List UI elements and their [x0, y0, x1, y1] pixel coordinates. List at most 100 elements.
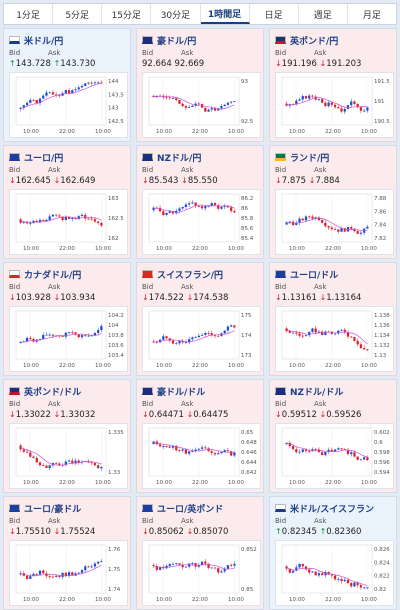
ask-price: 191.203: [326, 59, 362, 69]
currency-card[interactable]: ユーロ/ドル Bid Ask ↓1.13161 ↓1.13164 1.138 1.136 1…: [269, 262, 397, 376]
arrow-down-icon: ↓: [9, 527, 16, 536]
pair-name[interactable]: 英ポンド/円: [290, 36, 339, 47]
pair-name[interactable]: ユーロ/ドル: [290, 270, 339, 281]
pair-name[interactable]: NZドル/ドル: [290, 387, 344, 398]
candle-body: [356, 340, 359, 345]
candlestick-chart[interactable]: 104.2 104 103.8 103.6 103.4 10:00 22:00 10:00: [9, 306, 128, 372]
tab-7[interactable]: 月足: [362, 10, 381, 21]
bid-label: Bid: [9, 166, 21, 174]
arrow-down-icon: ↓: [186, 293, 194, 302]
plot-frame: [15, 427, 107, 477]
moving-average-line: [286, 97, 368, 108]
currency-card[interactable]: NZドル/ドル Bid Ask ↓0.59512 ↓0.59526 0.602 0.6 0.…: [269, 379, 397, 493]
currency-card[interactable]: ユーロ/英ポンド Bid Ask ↓0.85062 ↓0.85070 0.852 0.85…: [136, 496, 264, 610]
pair-name[interactable]: 英ポンド/ドル: [24, 387, 82, 398]
candle-body: [217, 205, 220, 209]
candle-body: [346, 105, 350, 109]
arrow-down-icon: ↓: [53, 176, 61, 185]
candle-body: [175, 563, 178, 565]
currency-card[interactable]: 豪ドル/円 Bid Ask 92.664 92.669 93 92.5 10:00 22:00…: [136, 28, 264, 142]
pair-name[interactable]: ユーロ/円: [24, 153, 64, 164]
tab-0[interactable]: 1分足: [4, 4, 54, 24]
currency-card[interactable]: ユーロ/豪ドル Bid Ask ↓1.75510 ↓1.75524 1.76 1.75 1.…: [3, 496, 131, 610]
moving-average-line: [153, 330, 235, 343]
uk-flag-icon: [275, 36, 286, 44]
currency-card[interactable]: 英ポンド/ドル Bid Ask ↓1.33022 ↓1.33032 1.335 1.33 1…: [3, 379, 131, 493]
candlestick-chart[interactable]: 0.826 0.824 0.822 0.82 10:00 22:00 10:00: [275, 540, 394, 606]
candlestick-chart[interactable]: 1.138 1.136 1.134 1.132 1.13 10:00 22:00 10:00: [275, 306, 394, 372]
pair-name[interactable]: ユーロ/英ポンド: [157, 504, 224, 515]
candle-body: [181, 449, 184, 451]
bid-label: Bid: [142, 517, 154, 525]
moving-average-line: [153, 563, 235, 570]
chart-svg: 163 162.5 162 10:00 22:00 10:00: [15, 193, 124, 252]
candlestick-chart[interactable]: 191.5 191 190.5 10:00 22:00 10:00: [275, 72, 394, 138]
tab-1[interactable]: 5分足: [53, 4, 103, 24]
candlestick-chart[interactable]: 1.335 1.33 10:00 22:00 10:00: [9, 423, 128, 489]
candlestick-chart[interactable]: 0.852 0.85 10:00 22:00 10:00: [142, 540, 261, 606]
pair-name[interactable]: カナダドル/円: [24, 270, 82, 281]
candle-body: [223, 104, 226, 107]
currency-card[interactable]: ユーロ/円 Bid Ask ↓162.645 ↓162.649 163 162.5 162 1…: [3, 145, 131, 259]
pair-name[interactable]: 豪ドル/ドル: [157, 387, 206, 398]
pair-name[interactable]: 米ドル/円: [24, 36, 64, 47]
eu-flag-icon: [9, 153, 20, 161]
candle-body: [226, 565, 230, 569]
currency-card[interactable]: 米ドル/円 Bid Ask ↑143.728 ↑143.730 144 143.5 143 1…: [3, 28, 131, 142]
bid-price: 162.645: [15, 176, 51, 186]
pair-name[interactable]: ユーロ/豪ドル: [24, 504, 82, 515]
card-header: スイスフラン/円: [142, 268, 224, 281]
tab-4[interactable]: 1時間足: [200, 4, 250, 24]
candlestick-chart[interactable]: 1.76 1.75 1.74 10:00 22:00 10:00: [9, 540, 128, 606]
pair-name[interactable]: 豪ドル/円: [157, 36, 197, 47]
candle-body: [74, 460, 77, 464]
pair-name[interactable]: ランド/円: [290, 153, 330, 164]
currency-card[interactable]: 英ポンド/円 Bid Ask ↓191.196 ↓191.203 191.5 191 190…: [269, 28, 397, 142]
currency-card[interactable]: 米ドル/スイスフラン Bid Ask ↑0.82345 ↑0.82360 0.826 0.…: [269, 496, 397, 610]
currency-card[interactable]: スイスフラン/円 Bid Ask ↓174.522 ↓174.538 175 174 173…: [136, 262, 264, 376]
candle-body: [181, 564, 184, 568]
candlestick-chart[interactable]: 93 92.5 10:00 22:00 10:00: [142, 72, 261, 138]
candle-body: [327, 226, 330, 228]
card-header: 米ドル/スイスフラン: [275, 502, 375, 515]
y-tick-label: 7.88: [374, 196, 387, 202]
bid-label: Bid: [275, 517, 287, 525]
candle-body: [165, 212, 168, 216]
tab-6[interactable]: 週足: [299, 4, 348, 24]
ask-label: Ask: [181, 166, 194, 174]
pair-name[interactable]: 米ドル/スイスフラン: [290, 504, 375, 515]
candlestick-chart[interactable]: 144 143.5 143 142.5 10:00 22:00 10:00: [9, 72, 128, 138]
price-labels: Bid Ask: [275, 517, 353, 525]
currency-card[interactable]: カナダドル/円 Bid Ask ↓103.928 ↓103.934 104.2 104 10…: [3, 262, 131, 376]
bid-price: 0.82345: [281, 527, 317, 537]
currency-card[interactable]: NZドル/円 Bid Ask ↓85.543 ↓85.550 86.2 86 85.8 85.…: [136, 145, 264, 259]
tab-5[interactable]: 日足: [250, 4, 299, 24]
tab-3[interactable]: 30分足: [151, 4, 201, 24]
bid-label: Bid: [275, 166, 287, 174]
plot-frame: [15, 310, 107, 360]
pair-name[interactable]: スイスフラン/円: [157, 270, 224, 281]
candlestick-chart[interactable]: 175 174 173 10:00 22:00 10:00: [142, 306, 261, 372]
candle-body: [340, 108, 343, 112]
x-tick-label: 22:00: [192, 597, 208, 603]
ask-label: Ask: [48, 166, 61, 174]
currency-card[interactable]: ランド/円 Bid Ask ↓7.875 ↓7.884 7.88 7.86 7.84 7.82…: [269, 145, 397, 259]
candlestick-chart[interactable]: 86.2 86 85.8 85.6 85.4 10:00 22:00 10:00: [142, 189, 261, 255]
tab-2[interactable]: 15分足: [102, 4, 152, 24]
candle-body: [220, 452, 223, 454]
pair-name[interactable]: NZドル/円: [157, 153, 202, 164]
candle-body: [330, 574, 333, 576]
candle-body: [317, 573, 321, 576]
candle-body: [87, 335, 90, 337]
candle-body: [155, 341, 158, 343]
candlestick-chart[interactable]: 0.602 0.6 0.598 0.596 0.594 10:00 22:00 10:00: [275, 423, 394, 489]
candlestick-chart[interactable]: 0.65 0.648 0.646 0.644 0.642 10:00 22:00 10:00: [142, 423, 261, 489]
currency-card[interactable]: 豪ドル/ドル Bid Ask ↓0.64471 ↓0.64475 0.65 0.648 0.…: [136, 379, 264, 493]
candlestick-chart[interactable]: 163 162.5 162 10:00 22:00 10:00: [9, 189, 128, 255]
candle-body: [25, 337, 29, 342]
y-tick-label: 175: [241, 313, 252, 319]
candle-body: [308, 216, 311, 218]
candlestick-chart[interactable]: 7.88 7.86 7.84 7.82 10:00 22:00 10:00: [275, 189, 394, 255]
x-tick-label: 22:00: [192, 480, 208, 486]
ask-price: 143.730: [60, 59, 96, 69]
